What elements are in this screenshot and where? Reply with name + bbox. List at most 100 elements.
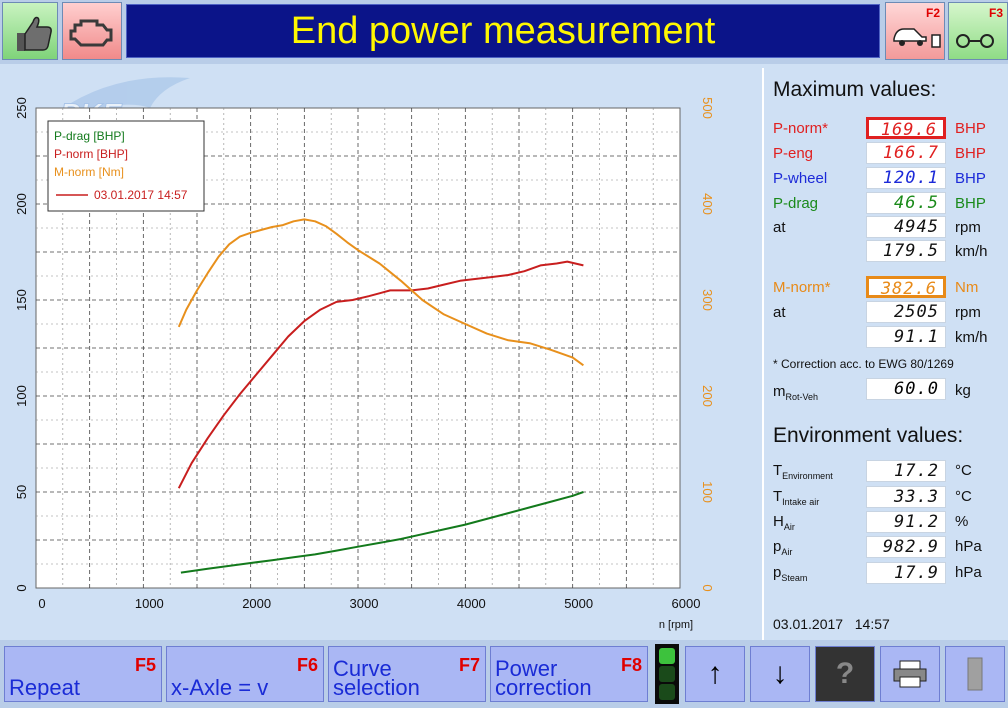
- y-left-tick-label: 50: [14, 485, 29, 499]
- max-row-unit: BHP: [955, 170, 986, 187]
- y-right-tick-label: 200: [700, 385, 715, 407]
- x-tick-label: 3000: [350, 596, 379, 611]
- function-key-bar: F5 Repeat F6 x-Axle = v F7 Curve selecti…: [0, 640, 1008, 708]
- curve-selection-button[interactable]: F7 Curve selection: [328, 646, 486, 702]
- f3-button[interactable]: F3: [948, 2, 1008, 60]
- x-axle-button[interactable]: F6 x-Axle = v: [166, 646, 324, 702]
- power-correction-button[interactable]: F8 Power correction: [490, 646, 648, 702]
- f5-key-label: F5: [134, 655, 156, 675]
- accept-button[interactable]: [2, 2, 58, 60]
- env-row-value: 17.9: [866, 562, 946, 584]
- f2-button[interactable]: F2: [885, 2, 945, 60]
- torque-row-label: at: [773, 304, 786, 321]
- max-row-value: 120.1: [866, 167, 946, 189]
- series-m-norm-line: [177, 218, 584, 367]
- torque-row-label: M-norm*: [773, 279, 831, 296]
- exit-button[interactable]: [945, 646, 1005, 702]
- datetime-label: 03.01.2017 14:57: [773, 616, 890, 632]
- env-row-unit: °C: [955, 488, 972, 505]
- max-row-unit: BHP: [955, 195, 986, 212]
- mrot-unit: kg: [955, 382, 971, 399]
- x-tick-label: 2000: [242, 596, 271, 611]
- y-right-tick-label: 300: [700, 289, 715, 311]
- mrot-label: mRot-Veh: [773, 383, 819, 402]
- torque-row-unit: Nm: [955, 279, 979, 296]
- y-right-tick-label: 500: [700, 97, 715, 119]
- series-p-drag-line: [180, 491, 584, 574]
- up-button[interactable]: ↑: [685, 646, 745, 702]
- y-right-tick-label: 100: [700, 481, 715, 503]
- max-row-value: 179.5: [866, 240, 946, 262]
- green-light-dim: [659, 684, 675, 700]
- max-row-unit: BHP: [955, 145, 986, 162]
- y-left-tick-label: 250: [14, 97, 29, 119]
- max-row-value: 169.6: [866, 117, 946, 140]
- page-title: End power measurement: [290, 9, 716, 52]
- max-row-label: P-wheel: [773, 170, 828, 187]
- x-tick-label: 6000: [672, 596, 701, 611]
- x-tick-label: 1000: [135, 596, 164, 611]
- env-row-unit: °C: [955, 462, 972, 479]
- x-axle-label: x-Axle = v: [171, 675, 269, 700]
- max-row-value: 46.5: [866, 192, 946, 214]
- env-subscript: Air: [783, 522, 795, 532]
- repeat-button[interactable]: F5 Repeat: [4, 646, 162, 702]
- y-right-tick-label: 0: [700, 584, 715, 591]
- env-symbol: T: [773, 488, 783, 505]
- printer-icon: [893, 660, 927, 688]
- engine-icon: [69, 19, 113, 47]
- legend-date: 03.01.2017 14:57: [94, 188, 188, 202]
- env-subscript: Environment: [782, 471, 833, 481]
- legend-entry-p-norm: P-norm [BHP]: [54, 147, 128, 161]
- y-right-tick-label: 400: [700, 193, 715, 215]
- power-correction-label: Power correction: [495, 656, 592, 700]
- env-symbol: p: [773, 564, 782, 581]
- max-row-value: 4945: [866, 216, 946, 238]
- legend-entry-p-drag: P-drag [BHP]: [54, 129, 125, 143]
- f7-key-label: F7: [458, 655, 480, 675]
- rollers-icon: [956, 34, 994, 48]
- env-row-value: 33.3: [866, 486, 946, 508]
- env-symbol: T: [773, 462, 783, 479]
- curve-selection-label: Curve selection: [333, 656, 420, 700]
- env-row-label: HAir: [773, 513, 795, 532]
- down-arrow-icon: ↓: [772, 657, 788, 690]
- env-row-unit: hPa: [955, 564, 982, 581]
- help-icon: ?: [835, 657, 855, 690]
- max-row-label: P-norm*: [773, 120, 829, 137]
- correction-note: * Correction acc. to EWG 80/1269: [773, 357, 954, 371]
- chart-panel: PKE 010002000300040005000600005010015020…: [0, 68, 762, 640]
- traffic-light-icon: [655, 644, 679, 704]
- env-row-label: pAir: [773, 538, 792, 557]
- max-row-label: P-eng: [773, 145, 814, 162]
- torque-row-unit: km/h: [955, 329, 988, 346]
- torque-row-value: 2505: [866, 301, 946, 323]
- x-tick-label: 5000: [564, 596, 593, 611]
- f8-key-label: F8: [620, 655, 642, 675]
- env-subscript: Steam: [781, 573, 808, 583]
- max-row-unit: rpm: [955, 219, 981, 236]
- help-button[interactable]: ?: [815, 646, 875, 702]
- up-arrow-icon: ↑: [707, 657, 723, 690]
- engine-button[interactable]: [62, 2, 122, 60]
- torque-row-value: 382.6: [866, 276, 946, 299]
- green-light: [659, 648, 675, 664]
- env-row-unit: %: [955, 513, 969, 530]
- print-button[interactable]: [880, 646, 940, 702]
- header: End power measurement F2 F3: [0, 0, 1008, 64]
- x-tick-label: 4000: [457, 596, 486, 611]
- down-button[interactable]: ↓: [750, 646, 810, 702]
- torque-row-unit: rpm: [955, 304, 981, 321]
- series-p-norm-line: [177, 260, 584, 489]
- max-row-label: P-drag: [773, 195, 819, 212]
- power-chart: PKE 010002000300040005000600005010015020…: [14, 77, 715, 631]
- env-row-unit: hPa: [955, 538, 982, 555]
- y-left-tick-label: 100: [14, 385, 29, 407]
- title-bar: End power measurement: [126, 4, 880, 58]
- chart-legend: P-drag [BHP] P-norm [BHP] M-norm [Nm] 03…: [47, 120, 205, 212]
- legend-entry-m-norm: M-norm [Nm]: [54, 165, 124, 179]
- max-row-unit: km/h: [955, 243, 988, 260]
- thumbs-up-icon: [17, 16, 52, 51]
- mrot-value: 60.0: [866, 378, 946, 400]
- y-left-tick-label: 150: [14, 289, 29, 311]
